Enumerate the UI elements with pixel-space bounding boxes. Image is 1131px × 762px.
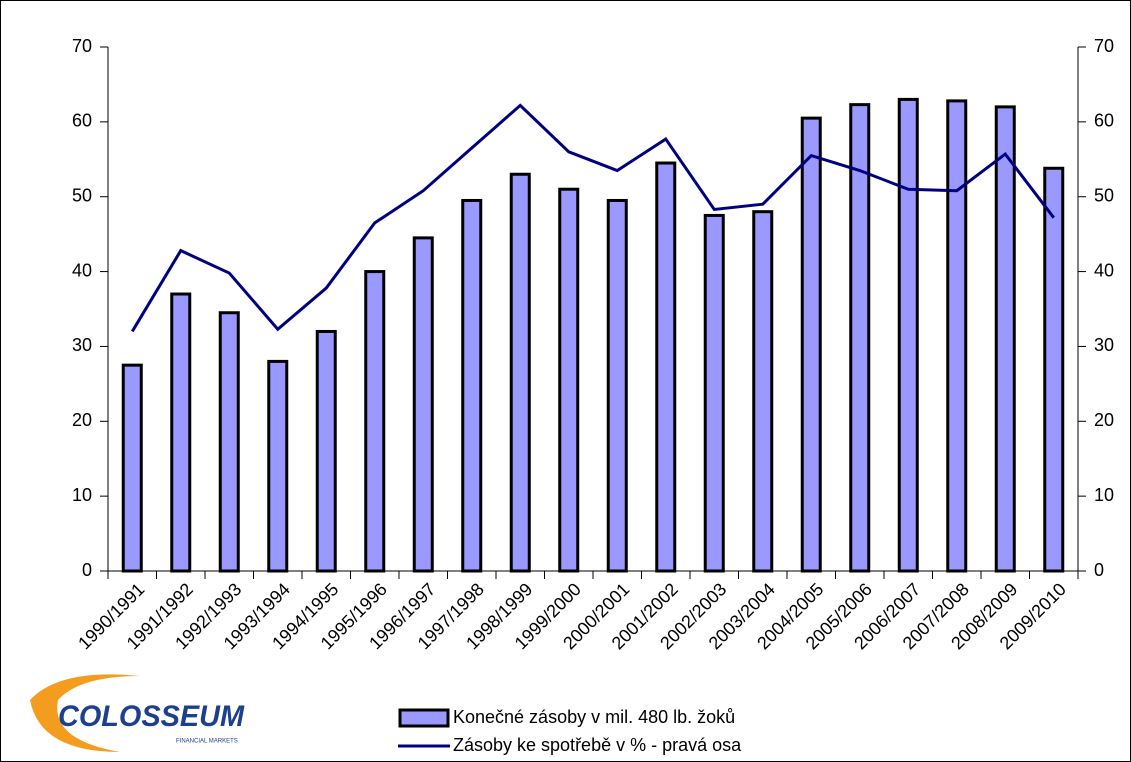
y-tick-label: 10 [72, 485, 92, 505]
bar [461, 198, 483, 573]
y2-tick-label: 50 [1094, 185, 1114, 205]
bar [849, 103, 871, 573]
logo: COLOSSEUM FINANCIAL MARKETS [30, 674, 245, 752]
bar [558, 187, 580, 573]
line [130, 103, 1055, 333]
bar [606, 198, 628, 573]
bar [121, 363, 143, 573]
y2-tick-label: 30 [1094, 335, 1114, 355]
bar [412, 236, 434, 573]
y-tick-label: 60 [72, 111, 92, 131]
y-tick-label: 0 [82, 560, 92, 580]
y-tick-label: 40 [72, 260, 92, 280]
bar [752, 210, 774, 573]
legend-swatch [398, 708, 450, 728]
logo-name: COLOSSEUM [58, 700, 245, 733]
y2-tick-label: 40 [1094, 260, 1114, 280]
legend-label: Konečné zásoby v mil. 480 lb. žoků [453, 707, 735, 727]
bar [509, 172, 531, 573]
bar [703, 213, 725, 573]
bar [946, 99, 968, 573]
bar [170, 292, 192, 573]
legend-label: Zásoby ke spotřebě v % - pravá osa [453, 735, 742, 755]
y-tick-label: 70 [72, 36, 92, 56]
logo-tagline: FINANCIAL MARKETS [176, 739, 238, 745]
bar [655, 161, 677, 573]
y-tick-label: 20 [72, 410, 92, 430]
bar [1043, 166, 1065, 573]
bar [218, 311, 240, 573]
bar [364, 270, 386, 573]
logo-swoosh [30, 674, 140, 752]
bar [994, 105, 1016, 573]
bar [315, 329, 337, 573]
bar [800, 116, 822, 573]
y2-tick-label: 70 [1094, 36, 1114, 56]
bar [267, 359, 289, 573]
y-tick-label: 30 [72, 335, 92, 355]
y-tick-label: 50 [72, 185, 92, 205]
y2-tick-label: 60 [1094, 111, 1114, 131]
bar [897, 97, 919, 573]
y2-tick-label: 10 [1094, 485, 1114, 505]
y2-tick-label: 20 [1094, 410, 1114, 430]
y2-tick-label: 0 [1094, 560, 1104, 580]
